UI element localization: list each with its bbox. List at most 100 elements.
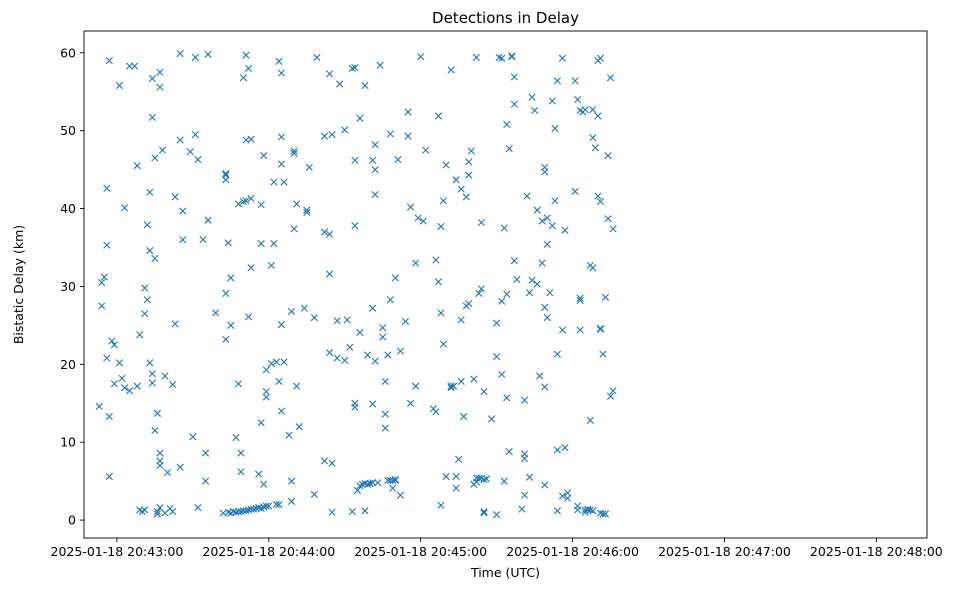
data-point — [381, 377, 389, 386]
data-point — [406, 399, 415, 407]
data-point — [333, 354, 341, 362]
data-point — [589, 134, 597, 142]
data-point — [498, 297, 506, 305]
data-point — [325, 70, 334, 78]
data-point — [460, 412, 468, 421]
data-point — [472, 478, 480, 486]
data-point — [262, 502, 270, 510]
data-point — [553, 77, 561, 85]
data-point — [472, 53, 480, 62]
data-point — [594, 192, 602, 200]
data-point — [538, 259, 546, 267]
data-point — [222, 335, 230, 343]
data-point — [404, 108, 412, 116]
data-point — [356, 114, 364, 122]
y-tick-label: 20 — [60, 357, 76, 372]
data-point — [163, 468, 172, 477]
data-point — [98, 302, 106, 310]
data-point — [571, 187, 579, 196]
data-point — [493, 319, 501, 327]
data-point — [609, 387, 617, 395]
data-point — [222, 176, 230, 184]
data-point — [503, 290, 511, 298]
data-point — [596, 325, 605, 333]
data-point — [151, 154, 159, 162]
data-point — [186, 148, 194, 156]
data-point — [194, 155, 202, 164]
data-point — [406, 203, 415, 211]
data-point — [596, 54, 605, 62]
data-point — [153, 510, 162, 518]
data-point — [391, 274, 399, 282]
data-point — [531, 106, 539, 115]
data-point — [391, 476, 399, 484]
data-point — [250, 505, 258, 513]
data-point — [457, 377, 465, 386]
data-point — [201, 477, 210, 485]
data-point — [543, 240, 551, 248]
data-point — [148, 379, 156, 387]
data-point — [336, 80, 344, 88]
data-point — [470, 375, 478, 383]
data-point — [100, 273, 108, 281]
data-point — [153, 409, 162, 417]
data-point — [277, 407, 286, 415]
y-tick-label: 60 — [60, 45, 76, 60]
data-point — [596, 197, 605, 206]
data-point — [606, 74, 615, 82]
data-point — [348, 507, 356, 516]
y-axis: 0 10 20 30 40 50 60 — [60, 45, 84, 528]
data-point — [234, 200, 243, 208]
x-tick-label: 2025-01-18 20:47:00 — [658, 544, 791, 559]
data-point — [439, 197, 448, 205]
data-point — [389, 484, 397, 492]
data-point — [176, 463, 184, 471]
data-point — [561, 444, 569, 452]
data-point — [262, 387, 270, 396]
data-point — [495, 53, 503, 62]
data-point — [146, 247, 154, 255]
data-point — [487, 415, 496, 423]
data-point — [239, 197, 248, 206]
data-point — [275, 377, 283, 386]
data-point — [596, 324, 605, 333]
data-point — [204, 216, 212, 224]
data-point — [455, 455, 463, 463]
data-point — [510, 100, 518, 108]
data-point — [457, 185, 465, 193]
data-point — [584, 505, 592, 513]
data-point — [493, 352, 501, 361]
data-point — [143, 296, 151, 304]
data-point — [222, 289, 230, 298]
data-point — [541, 168, 549, 176]
data-point — [252, 504, 260, 512]
data-point — [533, 206, 541, 214]
data-point — [199, 236, 207, 244]
data-point — [589, 106, 597, 114]
data-point — [576, 296, 584, 305]
data-point — [462, 193, 470, 201]
data-point — [351, 156, 359, 164]
data-point — [574, 95, 582, 104]
data-point — [434, 278, 443, 286]
data-point — [510, 73, 518, 81]
data-point — [551, 197, 559, 205]
data-point — [363, 351, 372, 359]
data-point — [437, 222, 445, 231]
data-point — [204, 50, 212, 58]
data-point — [351, 222, 359, 230]
data-point — [475, 474, 483, 482]
data-point — [328, 130, 336, 139]
data-point — [280, 358, 288, 366]
data-point — [105, 472, 113, 481]
data-point — [606, 392, 615, 400]
data-point — [270, 240, 278, 248]
data-point — [480, 509, 488, 517]
data-point — [222, 169, 230, 178]
data-point — [133, 382, 141, 390]
data-point — [310, 490, 318, 498]
data-point — [574, 506, 582, 514]
data-point — [229, 507, 237, 516]
data-point — [171, 193, 179, 201]
data-point — [601, 510, 610, 518]
